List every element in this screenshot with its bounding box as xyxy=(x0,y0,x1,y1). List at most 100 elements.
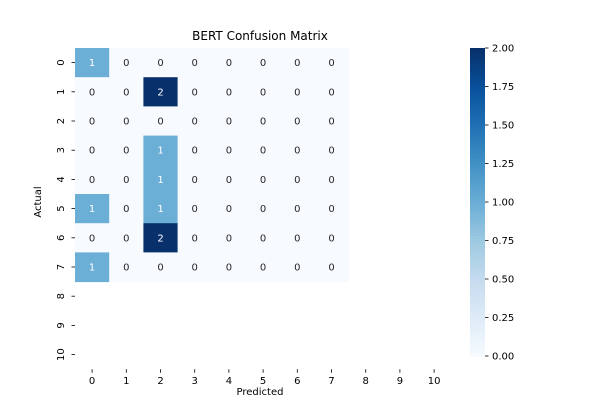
heatmap-cell xyxy=(314,164,350,195)
heatmap-cell xyxy=(109,106,144,137)
heatmap-cell xyxy=(314,77,350,107)
x-tick-label: 6 xyxy=(294,376,300,387)
colorbar-segment xyxy=(470,269,485,274)
colorbar-segment xyxy=(470,78,485,83)
colorbar-segment xyxy=(470,322,485,326)
y-tick-label: 2 xyxy=(56,118,67,124)
cell-value-label: 0 xyxy=(294,175,300,186)
cell-value-label: 1 xyxy=(157,175,163,186)
colorbar-segment xyxy=(470,106,485,111)
colorbar-segment xyxy=(470,128,485,132)
colorbar-segment xyxy=(470,97,485,101)
colorbar-segment xyxy=(470,319,485,323)
cell-value-label: 0 xyxy=(294,117,300,128)
colorbar-segment xyxy=(470,186,485,191)
colorbar-segment xyxy=(470,195,485,200)
colorbar-segment xyxy=(470,291,485,295)
cell-value-label: 0 xyxy=(192,175,198,186)
cell-value-label: 0 xyxy=(294,204,300,215)
cell-value-label: 0 xyxy=(226,58,232,69)
heatmap-cell xyxy=(109,48,144,78)
cell-value-label: 0 xyxy=(123,146,129,157)
cell-value-label: 0 xyxy=(260,117,266,128)
cell-value-label: 0 xyxy=(328,175,334,186)
heatmap-cell xyxy=(246,48,281,78)
colorbar-segment xyxy=(470,180,485,185)
heatmap-cell xyxy=(143,223,179,253)
heatmap-cell xyxy=(211,252,247,283)
heatmap-cell xyxy=(246,106,281,137)
cell-value-label: 1 xyxy=(157,204,163,215)
cell-value-label: 0 xyxy=(123,233,129,244)
heatmap-cell xyxy=(246,164,281,195)
colorbar-segment xyxy=(470,152,485,157)
cell-value-label: 0 xyxy=(226,175,232,186)
colorbar-segment xyxy=(470,282,485,286)
heatmap-cell xyxy=(246,77,281,107)
colorbar-segment xyxy=(470,346,485,351)
cell-value-label: 0 xyxy=(192,117,198,128)
cell-value-label: 1 xyxy=(89,263,95,274)
colorbar-tick-label: 1.25 xyxy=(492,159,514,170)
colorbar-tick-label: 1.75 xyxy=(492,82,514,93)
colorbar-segment xyxy=(470,174,485,178)
heatmap-cell xyxy=(211,77,247,107)
heatmap-cell xyxy=(177,48,213,78)
colorbar-segment xyxy=(470,88,485,92)
x-tick-label: 7 xyxy=(328,376,334,387)
colorbar-segment xyxy=(470,168,485,172)
colorbar-tick-label: 0.00 xyxy=(492,352,514,363)
heatmap-cell xyxy=(109,194,144,224)
heatmap-cell xyxy=(143,194,179,224)
cell-value-label: 0 xyxy=(294,263,300,274)
heatmap-cell xyxy=(143,252,179,283)
colorbar-segment xyxy=(470,297,485,302)
cell-value-label: 0 xyxy=(192,87,198,98)
colorbar-segment xyxy=(470,143,485,148)
y-tick-label: 9 xyxy=(56,322,67,328)
cell-value-label: 0 xyxy=(89,87,95,98)
heatmap-cell xyxy=(143,48,179,78)
colorbar-segment xyxy=(470,325,485,329)
colorbar-segment xyxy=(470,54,485,58)
colorbar-segment xyxy=(470,155,485,160)
colorbar-segment xyxy=(470,75,485,80)
cell-value-label: 0 xyxy=(192,233,198,244)
colorbar-segment xyxy=(470,137,485,141)
cell-value-label: 0 xyxy=(89,146,95,157)
colorbar: 0.00 0.25 0.50 0.75 1.00 1.25 1.50 1.75 2.00 xyxy=(470,44,514,363)
y-tick-label: 3 xyxy=(56,147,67,153)
chart-title: BERT Confusion Matrix xyxy=(192,29,328,43)
x-tick-label: 4 xyxy=(226,376,232,387)
colorbar-segment xyxy=(470,84,485,89)
cell-value-label: 0 xyxy=(226,233,232,244)
heatmap-cell xyxy=(75,164,110,195)
heatmap-cell xyxy=(143,135,179,166)
cell-value-label: 1 xyxy=(89,204,95,215)
y-tick-label: 1 xyxy=(56,89,67,95)
colorbar-segment xyxy=(470,309,485,314)
colorbar-segment xyxy=(470,134,485,138)
heatmap-cell xyxy=(211,223,247,253)
cell-value-label: 0 xyxy=(260,263,266,274)
heatmap-cell xyxy=(280,48,315,78)
cell-value-label: 0 xyxy=(226,263,232,274)
heatmap-cell xyxy=(75,135,110,166)
colorbar-segment xyxy=(470,72,485,77)
cell-value-label: 0 xyxy=(123,87,129,98)
colorbar-segment xyxy=(470,192,485,197)
colorbar-segment xyxy=(470,205,485,209)
cell-value-label: 0 xyxy=(123,58,129,69)
x-axis-label: Predicted xyxy=(237,387,284,398)
colorbar-segment xyxy=(470,189,485,194)
x-tick-label: 2 xyxy=(157,376,163,387)
colorbar-segment xyxy=(470,245,485,249)
heatmap-cell xyxy=(211,164,247,195)
colorbar-segment xyxy=(470,183,485,188)
cell-value-label: 0 xyxy=(192,146,198,157)
heatmap-cell xyxy=(246,252,281,283)
colorbar-segment xyxy=(470,66,485,71)
heatmap-cell xyxy=(75,194,110,224)
colorbar-segment xyxy=(470,161,485,166)
heatmap-cell xyxy=(75,77,110,107)
